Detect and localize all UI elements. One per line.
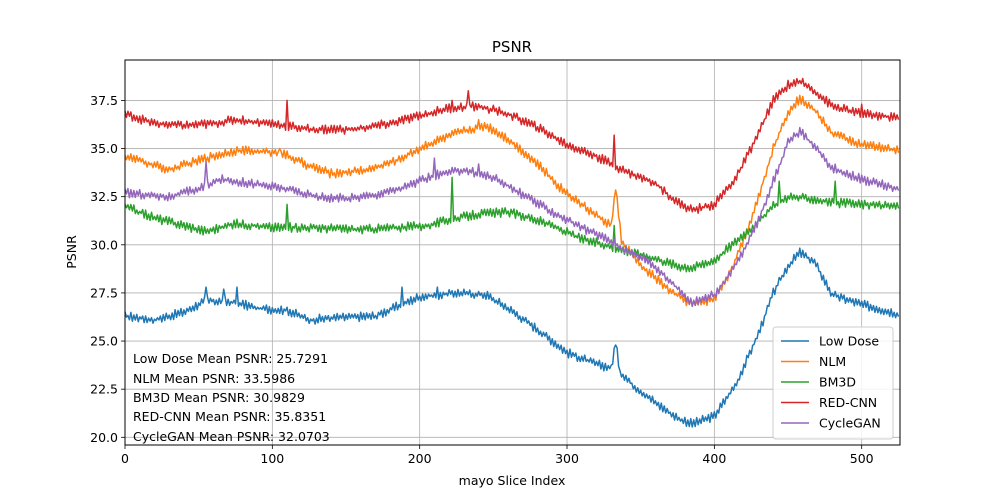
- y-tick-label-3: 27.5: [90, 285, 118, 300]
- series-lines: [124, 77, 900, 428]
- grid-lines: [124, 60, 900, 445]
- legend-label-3: RED-CNN: [819, 395, 877, 410]
- annotation-low-dose: Low Dose Mean PSNR: 25.7291: [133, 351, 328, 366]
- series-line-4: [124, 126, 900, 308]
- annotation-cyclegan: CycleGAN Mean PSNR: 32.0703: [133, 429, 330, 444]
- x-tick-label-3: 300: [555, 451, 579, 466]
- legend-box: [772, 326, 894, 440]
- x-tick-label-5: 500: [850, 451, 874, 466]
- x-axis-label: mayo Slice Index: [459, 473, 566, 488]
- y-tick-label-1: 22.5: [90, 382, 118, 397]
- plot-frame: [124, 59, 901, 446]
- x-tick-label-2: 200: [408, 451, 432, 466]
- series-line-0: [124, 247, 900, 428]
- legend-label-1: NLM: [819, 354, 846, 369]
- series-line-1: [124, 94, 900, 307]
- x-tick-label-4: 400: [702, 451, 726, 466]
- annotation-bm3d: BM3D Mean PSNR: 30.9829: [133, 390, 305, 405]
- y-tick-label-2: 25.0: [90, 334, 118, 349]
- legend: Low Dose NLM BM3D RED-CNN CycleGAN: [772, 326, 894, 440]
- x-tick-label-0: 0: [121, 451, 129, 466]
- y-tick-label-0: 20.0: [90, 430, 118, 445]
- y-axis-label: PSNR: [64, 235, 79, 269]
- x-tick-label-1: 100: [260, 451, 284, 466]
- legend-label-2: BM3D: [819, 375, 856, 390]
- legend-label-4: CycleGAN: [819, 416, 881, 431]
- y-tick-label-7: 37.5: [90, 93, 118, 108]
- y-tick-label-6: 35.0: [90, 141, 118, 156]
- legend-label-0: Low Dose: [819, 334, 879, 349]
- chart-title: PSNR: [492, 38, 532, 56]
- annotation-red-cnn: RED-CNN Mean PSNR: 35.8351: [133, 409, 326, 424]
- y-tick-label-5: 32.5: [90, 189, 118, 204]
- annotation-nlm: NLM Mean PSNR: 33.5986: [133, 371, 295, 386]
- y-tick-label-4: 30.0: [90, 237, 118, 252]
- series-line-2: [124, 176, 900, 273]
- axis-ticks: 0 100 200 300 400 500 20.0 22.5 25.0 27.5 30.0 32.5…: [90, 93, 874, 466]
- series-line-3: [124, 77, 900, 214]
- mean-psnr-annotations: Low Dose Mean PSNR: 25.7291 NLM Mean PSN…: [133, 351, 330, 444]
